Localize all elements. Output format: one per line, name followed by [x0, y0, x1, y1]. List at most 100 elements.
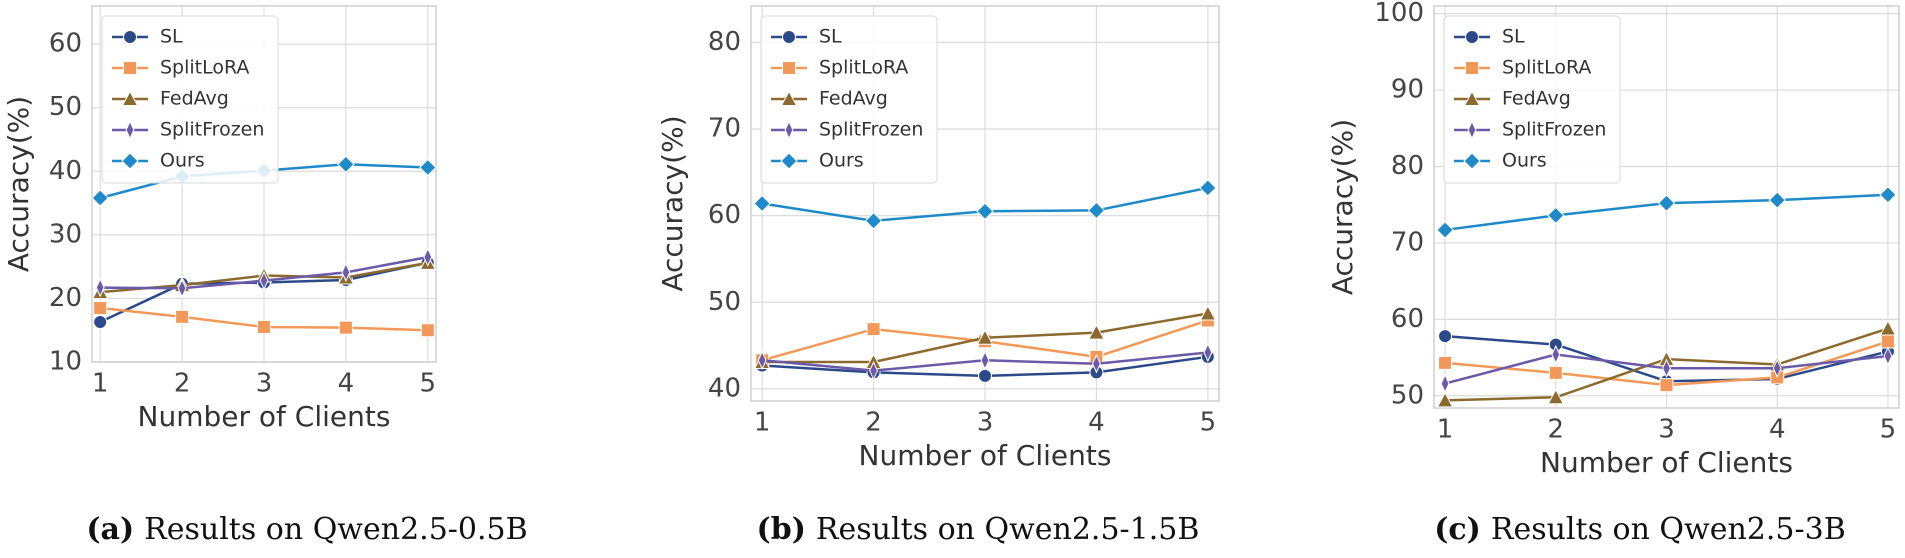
- data-point: [257, 320, 271, 335]
- chart-panel: 10 20 30 40 50 60 1 2 3 4 5 Number of Clients Accura…: [2, 5, 528, 547]
- data-point: [1203, 342, 1213, 363]
- data-point: [1662, 358, 1671, 378]
- data-point: [1880, 334, 1895, 349]
- x-tick-label: 5: [1200, 408, 1217, 438]
- data-point: [1436, 221, 1454, 239]
- legend-marker: [123, 30, 137, 44]
- legend-marker: [780, 90, 798, 106]
- x-tick-label: 5: [1880, 415, 1897, 445]
- legend-box: [760, 15, 938, 184]
- y-tick-label: 50: [49, 92, 82, 122]
- data-point: [1548, 365, 1563, 380]
- data-point: [1436, 391, 1454, 408]
- caption-tag: (a): [86, 512, 134, 547]
- data-point: [1438, 355, 1453, 370]
- x-axis-title: Number of Clients: [1540, 446, 1793, 479]
- legend-label: SL: [1502, 26, 1525, 48]
- legend-label: Ours: [1502, 150, 1547, 172]
- x-tick-label: 1: [92, 369, 109, 399]
- x-tick-label: 4: [1769, 415, 1786, 445]
- legend-marker: [1463, 152, 1481, 170]
- legend-marker: [1463, 90, 1481, 106]
- data-point: [1551, 344, 1561, 365]
- y-tick-label: 10: [49, 347, 82, 377]
- data-point: [869, 360, 879, 381]
- data-point: [95, 277, 105, 298]
- caption: Results on Qwen2.5-3B: [1491, 512, 1846, 547]
- data-point: [753, 194, 771, 213]
- y-tick-label: 40: [708, 373, 741, 403]
- data-point: [1879, 186, 1897, 204]
- y-axis-title: Accuracy(%): [2, 96, 35, 272]
- legend-label: FedAvg: [1502, 88, 1571, 110]
- y-tick-label: 70: [1391, 227, 1424, 257]
- caption-tag: (c): [1434, 512, 1481, 547]
- legend-box: [1443, 15, 1621, 184]
- data-point: [1659, 378, 1674, 393]
- x-tick-label: 5: [420, 369, 437, 399]
- y-tick-label: 30: [49, 219, 82, 249]
- legend-label: SplitFrozen: [819, 119, 923, 141]
- x-tick-label: 3: [1658, 415, 1675, 445]
- data-point: [420, 323, 435, 338]
- y-axis-title: Accuracy(%): [1326, 119, 1359, 295]
- y-tick-label: 80: [1391, 151, 1424, 181]
- data-point: [1879, 319, 1897, 336]
- data-point: [337, 155, 355, 174]
- data-point: [1772, 358, 1782, 378]
- data-point: [1088, 324, 1105, 340]
- y-tick-label: 70: [708, 114, 741, 144]
- x-tick-label: 2: [174, 369, 191, 399]
- data-point: [341, 262, 351, 283]
- data-point: [1657, 194, 1676, 212]
- legend-marker: [782, 30, 796, 44]
- data-point: [1087, 201, 1106, 220]
- legend-marker: [784, 120, 794, 140]
- legend-box: [101, 15, 279, 184]
- x-tick-label: 4: [1088, 408, 1105, 438]
- x-tick-label: 4: [338, 369, 355, 399]
- plot-border: [91, 5, 437, 363]
- y-tick-label: 20: [49, 283, 82, 313]
- plot-border: [750, 5, 1220, 402]
- y-axis-title: Accuracy(%): [656, 115, 689, 291]
- data-point: [1438, 329, 1453, 344]
- data-point: [1883, 346, 1893, 366]
- data-point: [93, 300, 108, 315]
- legend-label: FedAvg: [819, 88, 888, 110]
- y-tick-label: 90: [1391, 75, 1424, 105]
- data-point: [93, 314, 108, 329]
- x-axis-title: Number of Clients: [859, 439, 1112, 472]
- legend-label: FedAvg: [160, 88, 229, 110]
- x-tick-label: 2: [1548, 415, 1565, 445]
- data-point: [175, 309, 190, 324]
- chart-panel: 50 60 70 80 90 100 1 2 3 4 5 Number of Clients Accur…: [1326, 0, 1900, 547]
- y-tick-label: 60: [708, 200, 741, 230]
- legend-label: SplitLoRA: [160, 57, 249, 79]
- legend-label: SplitFrozen: [160, 119, 264, 141]
- data-point: [757, 350, 767, 370]
- x-tick-label: 1: [754, 408, 771, 438]
- y-tick-label: 50: [1391, 380, 1424, 410]
- legend-marker: [123, 61, 137, 75]
- data-point: [1199, 304, 1217, 321]
- legend-marker: [780, 152, 798, 170]
- legend-marker: [1467, 120, 1477, 140]
- plot-border: [1433, 5, 1900, 409]
- data-point: [1199, 179, 1217, 197]
- data-point: [976, 329, 994, 345]
- y-tick-label: 40: [49, 156, 82, 186]
- x-axis-title: Number of Clients: [138, 400, 391, 433]
- legend-marker: [121, 90, 139, 106]
- legend-label: Ours: [160, 150, 205, 172]
- data-point: [1768, 191, 1786, 209]
- data-point: [1547, 388, 1565, 405]
- data-point: [259, 270, 269, 291]
- data-point: [423, 247, 433, 267]
- caption-tag: (b): [757, 512, 806, 547]
- legend-marker: [1465, 61, 1479, 75]
- x-tick-label: 2: [865, 408, 882, 438]
- y-tick-label: 50: [708, 287, 741, 317]
- caption: Results on Qwen2.5-1.5B: [816, 512, 1200, 547]
